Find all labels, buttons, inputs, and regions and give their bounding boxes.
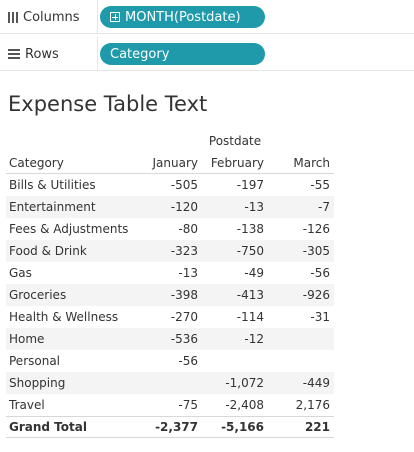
postdate-group-header: Postdate (208, 134, 262, 148)
grand-total-row: Grand Total -2,377 -5,166 221 (6, 416, 334, 438)
rows-pill-text: Category (110, 46, 170, 62)
value-cell-january: -505 (170, 178, 198, 192)
value-cell-january: -80 (178, 222, 198, 236)
value-cell-february: -197 (236, 178, 264, 192)
grand-total-march: 221 (304, 420, 330, 434)
rows-shelf-label: Rows (8, 37, 98, 71)
column-header-march: March (293, 155, 330, 170)
category-cell: Home (9, 332, 45, 346)
table-row: Entertainment -120 -13 -7 (6, 196, 334, 218)
column-header-february: February (210, 155, 264, 170)
category-cell: Food & Drink (9, 244, 87, 258)
table-row: Food & Drink -323 -750 -305 (6, 240, 334, 262)
value-cell-march: -926 (302, 288, 330, 302)
value-cell-january: -75 (178, 398, 198, 412)
value-cell-february: -750 (236, 244, 264, 258)
expand-plus-icon[interactable] (110, 12, 120, 22)
value-cell-february: -1,072 (225, 376, 264, 390)
value-cell-january: -13 (178, 266, 198, 280)
rows-pill[interactable]: Category (100, 43, 265, 65)
value-cell-march: -7 (318, 200, 330, 214)
value-cell-march: -449 (302, 376, 330, 390)
category-cell: Health & Wellness (9, 310, 119, 324)
value-cell-march: -126 (302, 222, 330, 236)
grand-total-february: -5,166 (221, 420, 264, 434)
table-row: Bills & Utilities -505 -197 -55 (6, 174, 334, 196)
value-cell-january: -270 (170, 310, 198, 324)
rows-label-text: Rows (25, 46, 59, 62)
columns-icon (8, 11, 18, 23)
value-cell-march: -305 (302, 244, 330, 258)
category-cell: Gas (9, 266, 32, 280)
value-cell-march: -31 (310, 310, 330, 324)
table-row: Personal -56 (6, 350, 334, 372)
category-cell: Personal (9, 354, 61, 368)
value-cell-february: -2,408 (225, 398, 264, 412)
crosstab-table: Postdate Category January February March… (6, 130, 334, 438)
value-cell-january: -120 (170, 200, 198, 214)
column-header-row: Category January February March (6, 152, 334, 174)
column-header-january: January (152, 155, 199, 170)
category-cell: Travel (9, 398, 45, 412)
table-row: Home -536 -12 (6, 328, 334, 350)
columns-label-text: Columns (23, 9, 80, 25)
value-cell-february: -49 (244, 266, 264, 280)
value-cell-february: -413 (236, 288, 264, 302)
category-cell: Fees & Adjustments (9, 222, 129, 236)
value-cell-february: -13 (244, 200, 264, 214)
value-cell-january: -323 (170, 244, 198, 258)
table-row: Groceries -398 -413 -926 (6, 284, 334, 306)
category-cell: Groceries (9, 288, 67, 302)
value-cell-march: 2,176 (295, 398, 330, 412)
category-cell: Bills & Utilities (9, 178, 96, 192)
columns-pill[interactable]: MONTH(Postdate) (100, 6, 265, 28)
category-cell: Entertainment (9, 200, 96, 214)
category-cell: Shopping (9, 376, 66, 390)
grand-total-january: -2,377 (155, 420, 198, 434)
rows-shelf: Rows Category (0, 37, 414, 71)
value-cell-january: -398 (170, 288, 198, 302)
category-header: Category (9, 155, 64, 170)
value-cell-march: -55 (310, 178, 330, 192)
value-cell-january: -56 (178, 354, 198, 368)
value-cell-february: -12 (244, 332, 264, 346)
table-row: Travel -75 -2,408 2,176 (6, 394, 334, 416)
sheet-title: Expense Table Text (8, 92, 208, 116)
columns-shelf-label: Columns (8, 0, 98, 34)
value-cell-march: -56 (310, 266, 330, 280)
table-row: Shopping -1,072 -449 (6, 372, 334, 394)
value-cell-february: -138 (236, 222, 264, 236)
value-cell-february: -114 (236, 310, 264, 324)
table-row: Health & Wellness -270 -114 -31 (6, 306, 334, 328)
columns-shelf: Columns MONTH(Postdate) (0, 0, 414, 34)
rows-icon (8, 49, 20, 59)
value-cell-january: -536 (170, 332, 198, 346)
grand-total-label: Grand Total (9, 420, 87, 434)
table-row: Fees & Adjustments -80 -138 -126 (6, 218, 334, 240)
table-row: Gas -13 -49 -56 (6, 262, 334, 284)
columns-pill-text: MONTH(Postdate) (125, 9, 241, 25)
